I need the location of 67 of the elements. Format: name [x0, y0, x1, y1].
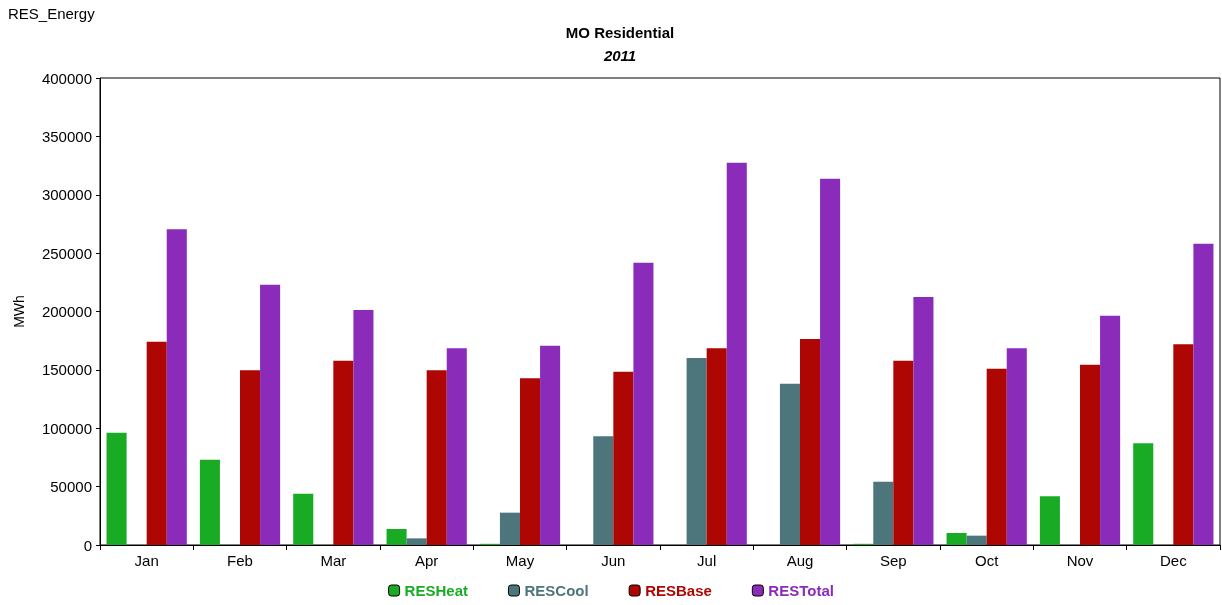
bar [1173, 344, 1194, 545]
legend-label: RESBase [645, 582, 712, 599]
y-tick-label: 150000 [41, 361, 92, 379]
bar [240, 370, 261, 545]
legend-label: RESCool [524, 582, 589, 599]
bar [333, 360, 354, 545]
bar [593, 436, 614, 545]
y-tick-label: 250000 [41, 244, 92, 262]
legend-label: RESHeat [404, 582, 468, 599]
y-tick-label: 100000 [41, 419, 92, 437]
y-tick-label: 300000 [41, 186, 92, 204]
text: RES_Energy [8, 5, 96, 22]
bar [1006, 348, 1027, 545]
bar [293, 493, 314, 545]
bar [106, 432, 127, 545]
bar [893, 360, 914, 545]
x-tick-label: Apr [414, 552, 439, 569]
bar [779, 383, 800, 545]
x-tick-label: Jan [134, 552, 159, 569]
bar [146, 341, 167, 545]
y-tick-label: 200000 [41, 303, 92, 320]
bar [820, 178, 841, 545]
legend-label: RESTotal [768, 582, 834, 599]
x-tick-label: Dec [1159, 552, 1188, 569]
x-tick-label: Feb [227, 552, 253, 569]
chart-subtitle: 2011 [602, 47, 637, 64]
bar [946, 532, 967, 545]
bar [1133, 443, 1154, 545]
chart-title: MO Residential [565, 24, 675, 41]
bar [260, 284, 281, 545]
bar [1193, 243, 1214, 545]
bar [499, 512, 520, 545]
bar [406, 538, 427, 545]
y-tick-label: 350000 [41, 127, 92, 145]
bar [686, 357, 707, 545]
bar [726, 162, 747, 545]
x-tick-label: Jul [697, 552, 717, 569]
bar [1080, 364, 1101, 545]
bar [800, 339, 821, 545]
x-tick-label: Aug [786, 552, 814, 569]
bar [633, 262, 654, 545]
x-tick-label: May [505, 552, 535, 569]
bar [520, 378, 541, 545]
x-tick-label: Sep [879, 552, 907, 569]
bar [199, 459, 220, 545]
y-axis-title: MWh [11, 295, 27, 328]
y-tick-label: 0 [83, 536, 92, 554]
bar [966, 535, 987, 545]
bar [446, 348, 467, 545]
bar [706, 348, 727, 545]
bar [386, 529, 407, 545]
y-tick-label: 50000 [50, 478, 92, 496]
bar [166, 229, 187, 545]
bar [873, 481, 894, 545]
bar [913, 297, 934, 545]
x-tick-label: Mar [320, 552, 347, 569]
bar [540, 345, 561, 545]
bar [353, 309, 374, 545]
y-tick-label: 400000 [41, 69, 92, 87]
x-tick-label: Oct [974, 552, 1000, 569]
x-tick-label: Jun [601, 552, 626, 569]
bar [986, 368, 1007, 545]
x-tick-label: Nov [1066, 552, 1094, 569]
bar [1039, 496, 1060, 545]
bar [613, 371, 634, 545]
bar [426, 370, 447, 545]
bar [1100, 315, 1121, 545]
